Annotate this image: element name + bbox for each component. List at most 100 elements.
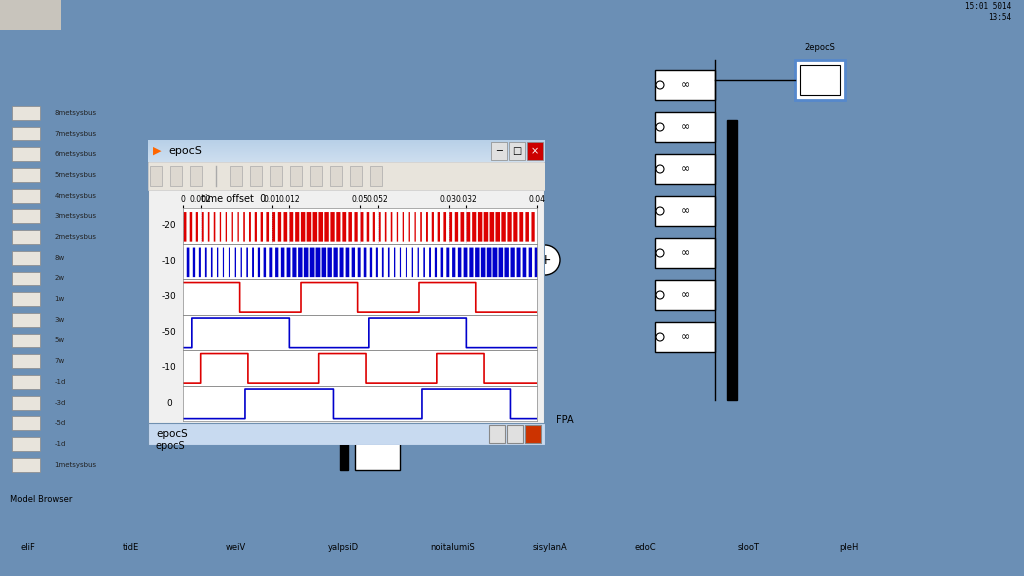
Text: Model Browser: Model Browser	[10, 495, 73, 505]
Text: epocS: epocS	[156, 429, 187, 439]
Y-axis label: -20: -20	[162, 221, 176, 230]
Circle shape	[530, 245, 560, 275]
Bar	[250, 166, 262, 186]
Text: 2epocS: 2epocS	[805, 43, 836, 52]
Bar	[12, 189, 40, 203]
Bar	[655, 112, 715, 142]
Text: -1d: -1d	[54, 379, 66, 385]
Bar	[12, 334, 40, 347]
Text: noitalumiS: noitalumiS	[430, 544, 475, 552]
Y-axis label: -10: -10	[162, 257, 176, 266]
Text: ∞: ∞	[680, 164, 689, 174]
Bar	[148, 146, 545, 147]
Text: 15:01 5014
13:54: 15:01 5014 13:54	[965, 2, 1011, 22]
Bar	[148, 162, 545, 190]
Bar	[727, 120, 737, 400]
Text: pleH: pleH	[840, 544, 859, 552]
Bar	[170, 166, 182, 186]
Text: tidE: tidE	[123, 544, 139, 552]
Text: ×: ×	[530, 146, 539, 156]
Text: 3metsysbus: 3metsysbus	[54, 213, 96, 219]
Bar	[12, 210, 40, 223]
Bar	[148, 140, 545, 162]
Circle shape	[656, 249, 664, 257]
Bar	[655, 280, 715, 310]
Bar	[795, 60, 845, 100]
Text: ∞: ∞	[680, 80, 689, 90]
Text: -1d: -1d	[54, 441, 66, 447]
Text: sisylanA: sisylanA	[532, 544, 567, 552]
Bar	[12, 437, 40, 451]
Text: ∞: ∞	[680, 206, 689, 216]
Y-axis label: -10: -10	[162, 363, 176, 372]
Bar	[12, 147, 40, 161]
Bar	[148, 149, 545, 150]
Bar	[12, 292, 40, 306]
Text: 7w: 7w	[54, 358, 65, 364]
Bar	[148, 153, 545, 154]
Bar	[12, 313, 40, 327]
Text: yalpsiD: yalpsiD	[328, 544, 358, 552]
Bar	[150, 166, 162, 186]
Bar	[489, 425, 505, 443]
Text: 5metsysbus: 5metsysbus	[54, 172, 96, 178]
Bar	[270, 166, 282, 186]
Text: 6metsysbus: 6metsysbus	[54, 151, 96, 157]
Bar	[12, 458, 40, 472]
Text: 2metsysbus: 2metsysbus	[54, 234, 96, 240]
Bar	[148, 141, 545, 142]
Text: time offset  0: time offset 0	[201, 194, 266, 204]
Bar	[12, 416, 40, 430]
Circle shape	[656, 207, 664, 215]
Text: +
-: + -	[326, 412, 334, 434]
Bar	[148, 147, 545, 148]
Bar	[12, 271, 40, 285]
Text: ▶: ▶	[153, 146, 162, 156]
Bar	[148, 152, 545, 153]
Bar	[340, 350, 348, 470]
Bar	[148, 140, 545, 141]
Bar	[370, 166, 382, 186]
Y-axis label: -30: -30	[162, 292, 176, 301]
Bar	[509, 142, 525, 160]
Bar	[12, 106, 40, 120]
Text: 8w: 8w	[54, 255, 65, 261]
Bar	[655, 70, 715, 100]
Bar	[490, 142, 507, 160]
Bar	[527, 142, 543, 160]
Text: +
-: + -	[376, 362, 384, 384]
Bar	[310, 166, 322, 186]
Bar	[800, 65, 840, 95]
Text: ∞: ∞	[680, 290, 689, 300]
Bar	[148, 159, 545, 160]
Text: epocS: epocS	[155, 441, 184, 451]
Bar	[355, 435, 400, 470]
Bar	[148, 158, 545, 159]
Bar	[290, 166, 302, 186]
Text: weiV: weiV	[225, 544, 246, 552]
Bar	[655, 238, 715, 268]
Text: edoC: edoC	[635, 544, 656, 552]
Bar	[330, 166, 342, 186]
Bar	[305, 405, 355, 440]
Bar	[148, 423, 545, 445]
Text: ∞: ∞	[680, 248, 689, 258]
Circle shape	[656, 333, 664, 341]
Text: +: +	[479, 253, 490, 267]
Bar	[655, 154, 715, 184]
Bar	[148, 150, 545, 151]
Bar	[340, 285, 348, 405]
Bar	[12, 251, 40, 264]
Circle shape	[656, 123, 664, 131]
Bar	[12, 230, 40, 244]
Bar	[12, 127, 40, 141]
Bar	[350, 166, 362, 186]
Text: 1metsysbus: 1metsysbus	[54, 462, 96, 468]
Bar	[148, 142, 545, 143]
Text: +: +	[540, 253, 551, 267]
Text: 2w: 2w	[54, 275, 65, 282]
Text: slooT: slooT	[737, 544, 759, 552]
Text: -3d: -3d	[54, 400, 66, 406]
Bar	[525, 425, 541, 443]
Text: 8metsysbus: 8metsysbus	[54, 110, 96, 116]
